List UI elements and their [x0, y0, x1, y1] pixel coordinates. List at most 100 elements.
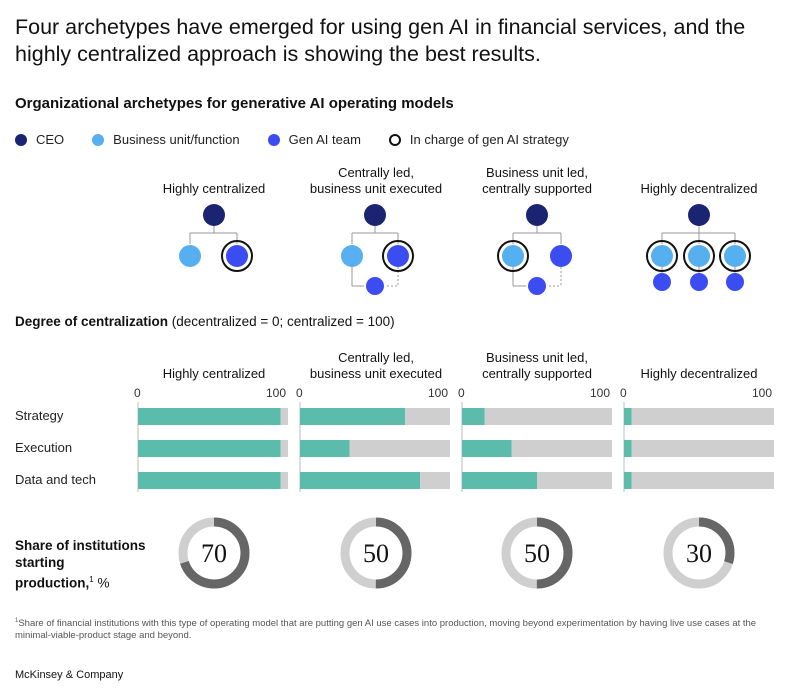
in-charge-ring [646, 240, 678, 272]
axis-max-tick: 100 [428, 386, 449, 400]
legend-label-gen-ai-team: Gen AI team [288, 132, 361, 147]
gen-ai-team-node [528, 277, 546, 295]
bar [624, 472, 632, 489]
share-label: Share of institutions starting productio… [15, 537, 165, 592]
bar-col-1-line2: Highly centralized [162, 366, 266, 381]
degree-label: Degree of centralization (decentralized … [15, 314, 395, 329]
axis-max-tick: 100 [266, 386, 287, 400]
gen-ai-team-node [653, 273, 671, 291]
legend-item-business-unit: Business unit/function [92, 132, 240, 147]
chart-subtitle: Organizational archetypes for generative… [15, 95, 454, 112]
bar [138, 440, 281, 457]
bar [624, 408, 632, 425]
business-unit-node [341, 245, 363, 267]
ceo-node [526, 204, 548, 226]
bar-col-4-heading: Highly decentralized [619, 350, 779, 382]
centralization-bars [137, 402, 774, 492]
bar-track [462, 408, 612, 425]
donut-arc [340, 517, 412, 589]
archetype-2-heading: Centrally led, business unit executed [296, 165, 456, 197]
legend-label-ceo: CEO [36, 132, 65, 147]
archetype-3-heading: Business unit led, centrally supported [457, 165, 617, 197]
org-charts [179, 204, 751, 295]
archetype-4-heading: Highly decentralized [619, 165, 779, 197]
ceo-node [688, 204, 710, 226]
row-label-data-and-tech: Data and tech [15, 472, 96, 487]
donut-value-label: 30 [686, 539, 712, 568]
axis-max-tick: 100 [752, 386, 773, 400]
bar [624, 440, 632, 457]
gen-ai-team-node [726, 273, 744, 291]
gen-ai-team-node [387, 245, 409, 267]
archetype-1-line2: Highly centralized [162, 181, 266, 196]
axis-min-tick: 0 [134, 386, 141, 400]
share-unit: % [93, 575, 110, 591]
bar-col-1-heading: Highly centralized [134, 350, 294, 382]
legend-label-in-charge: In charge of gen AI strategy [409, 132, 569, 147]
footnote: 1Share of financial institutions with th… [15, 616, 785, 641]
share-label-line2: starting [15, 555, 65, 570]
legend-label-business-unit: Business unit/function [113, 132, 240, 147]
donut-value-label: 50 [524, 539, 550, 568]
bar [300, 408, 405, 425]
degree-label-rest: (decentralized = 0; centralized = 100) [168, 314, 395, 329]
bar-track [624, 440, 774, 457]
donut-arc [663, 517, 735, 589]
gen-ai-team-dot-icon [267, 133, 280, 146]
bar-col-3-line1: Business unit led, [486, 350, 588, 365]
footnote-mark: 1 [15, 618, 19, 624]
gen-ai-team-node [366, 277, 384, 295]
business-unit-node [502, 245, 524, 267]
business-unit-node [688, 245, 710, 267]
share-donuts: 70 50 50 30 [178, 517, 735, 589]
ceo-node [203, 204, 225, 226]
axis-min-tick: 0 [296, 386, 303, 400]
in-charge-ring [221, 240, 253, 272]
bar [462, 440, 512, 457]
ring-icon [388, 133, 401, 146]
legend-item-in-charge: In charge of gen AI strategy [388, 132, 569, 147]
archetype-2-line2: business unit executed [309, 181, 443, 196]
bar [462, 472, 537, 489]
business-unit-dot-icon [92, 133, 105, 146]
business-unit-node [651, 245, 673, 267]
in-charge-ring [382, 240, 414, 272]
bar [462, 408, 485, 425]
axis-min-tick: 0 [458, 386, 465, 400]
donut-arc [501, 517, 573, 589]
gen-ai-team-node [690, 273, 708, 291]
share-footnote-mark: 1 [89, 575, 94, 584]
archetype-3-line1: Business unit led, [486, 165, 588, 180]
legend-item-ceo: CEO [15, 132, 64, 147]
archetype-1-heading: Highly centralized [134, 165, 294, 197]
bar-col-2-line2: business unit executed [309, 366, 443, 381]
business-unit-node [724, 245, 746, 267]
bar [300, 440, 350, 457]
row-label-execution: Execution [15, 440, 73, 455]
bar-col-3-line2: centrally supported [482, 366, 592, 381]
footnote-text: Share of financial institutions with thi… [15, 618, 757, 641]
axis-max-tick: 100 [590, 386, 611, 400]
archetype-2-line1: Centrally led, [338, 165, 414, 180]
degree-label-bold: Degree of centralization [15, 314, 169, 329]
bar-col-3-heading: Business unit led, centrally supported [457, 350, 617, 382]
business-unit-node [179, 245, 201, 267]
row-label-strategy: Strategy [15, 408, 64, 423]
ceo-dot-icon [15, 133, 27, 146]
bar [138, 408, 281, 425]
in-charge-ring [719, 240, 751, 272]
chart-title: Four archetypes have emerged for using g… [15, 15, 746, 66]
share-label-production: production, [15, 575, 90, 591]
in-charge-ring [497, 240, 529, 272]
bar-track [624, 472, 774, 489]
brand-logo: McKinsey & Company [15, 669, 124, 681]
gen-ai-team-node [550, 245, 572, 267]
legend-item-gen-ai-team: Gen AI team [267, 132, 361, 147]
share-label-line1: Share of institutions [15, 538, 146, 553]
bar-col-4-line2: Highly decentralized [640, 366, 758, 381]
bar-col-2-heading: Centrally led, business unit executed [296, 350, 456, 382]
axis-min-tick: 0 [620, 386, 627, 400]
archetype-4-line2: Highly decentralized [640, 181, 758, 196]
ceo-node [364, 204, 386, 226]
bar [138, 472, 281, 489]
